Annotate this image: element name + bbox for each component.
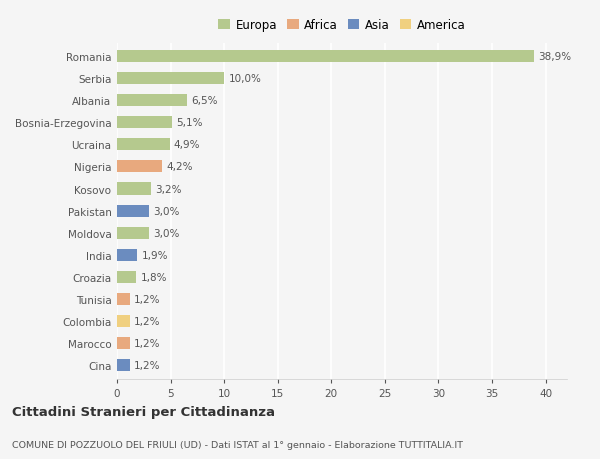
Bar	[117, 161, 162, 173]
Bar	[117, 315, 130, 327]
Text: 1,2%: 1,2%	[134, 338, 161, 348]
Text: 4,9%: 4,9%	[174, 140, 200, 150]
Bar	[117, 337, 130, 349]
Text: 1,2%: 1,2%	[134, 294, 161, 304]
Text: 1,2%: 1,2%	[134, 360, 161, 370]
Bar	[117, 249, 137, 261]
Text: 10,0%: 10,0%	[229, 74, 262, 84]
Text: 1,2%: 1,2%	[134, 316, 161, 326]
Text: 6,5%: 6,5%	[191, 96, 217, 106]
Bar	[117, 95, 187, 107]
Text: 5,1%: 5,1%	[176, 118, 202, 128]
Bar	[117, 51, 534, 63]
Bar	[117, 73, 224, 85]
Text: 38,9%: 38,9%	[538, 52, 571, 62]
Bar	[117, 359, 130, 371]
Text: 3,0%: 3,0%	[154, 206, 180, 216]
Text: 4,2%: 4,2%	[166, 162, 193, 172]
Legend: Europa, Africa, Asia, America: Europa, Africa, Asia, America	[215, 17, 469, 34]
Text: 1,8%: 1,8%	[140, 272, 167, 282]
Bar	[117, 293, 130, 305]
Text: Cittadini Stranieri per Cittadinanza: Cittadini Stranieri per Cittadinanza	[12, 405, 275, 419]
Bar	[117, 139, 170, 151]
Bar	[117, 183, 151, 195]
Bar	[117, 205, 149, 217]
Bar	[117, 227, 149, 239]
Text: 3,2%: 3,2%	[155, 184, 182, 194]
Text: 3,0%: 3,0%	[154, 228, 180, 238]
Bar	[117, 117, 172, 129]
Text: COMUNE DI POZZUOLO DEL FRIULI (UD) - Dati ISTAT al 1° gennaio - Elaborazione TUT: COMUNE DI POZZUOLO DEL FRIULI (UD) - Dat…	[12, 441, 463, 449]
Text: 1,9%: 1,9%	[142, 250, 168, 260]
Bar	[117, 271, 136, 283]
